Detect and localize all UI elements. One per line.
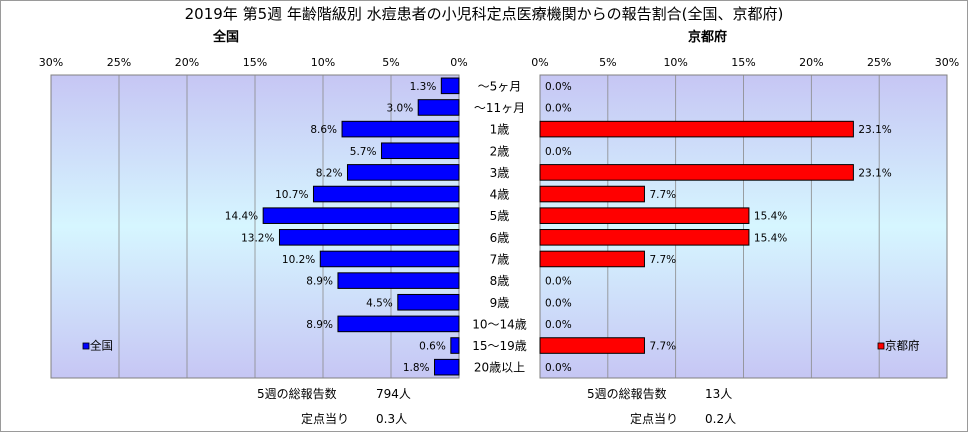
national-bar xyxy=(337,315,460,333)
national-total-value: 794人 xyxy=(376,387,411,401)
age-category-label: 5歳 xyxy=(490,209,510,223)
national-bar xyxy=(262,207,460,224)
national-value-label: 8.9% xyxy=(306,319,333,331)
national-tick-label: 5% xyxy=(382,56,399,69)
kyoto-value-label: 7.7% xyxy=(649,189,676,201)
national-legend-label: 全国 xyxy=(90,339,113,353)
kyoto-legend-swatch xyxy=(877,342,885,350)
national-value-label: 14.4% xyxy=(225,211,258,223)
kyoto-bar xyxy=(539,207,750,224)
national-legend-swatch xyxy=(82,342,90,350)
age-category-label: 15～19歳 xyxy=(472,339,527,353)
age-category-label: 8歳 xyxy=(490,274,510,288)
kyoto-tick-label: 25% xyxy=(867,56,891,69)
national-per-label: 定点当り xyxy=(301,412,350,426)
kyoto-value-label: 23.1% xyxy=(858,124,891,136)
kyoto-total-label: 5週の総報告数 xyxy=(587,387,667,401)
national-value-label: 4.5% xyxy=(366,297,393,309)
national-bar xyxy=(337,272,460,289)
national-bar xyxy=(440,77,460,95)
chart-title: 2019年 第5週 年齢階級別 水痘患者の小児科定点医療機関からの報告割合(全国… xyxy=(184,5,784,23)
kyoto-bar xyxy=(539,229,750,246)
national-tick-label: 10% xyxy=(311,56,335,69)
age-category-label: 6歳 xyxy=(490,231,510,245)
national-bar xyxy=(346,164,460,181)
kyoto-value-label: 0.0% xyxy=(545,276,572,288)
national-bar xyxy=(417,99,460,116)
national-value-label: 10.7% xyxy=(275,189,308,201)
national-bar xyxy=(380,142,460,160)
national-value-label: 1.8% xyxy=(403,362,430,374)
national-subtitle: 全国 xyxy=(213,30,240,45)
kyoto-value-label: 0.0% xyxy=(545,146,572,158)
kyoto-bar xyxy=(539,164,854,181)
kyoto-value-label: 7.7% xyxy=(649,341,676,353)
age-category-label: 9歳 xyxy=(490,296,510,310)
kyoto-tick-label: 10% xyxy=(663,56,687,69)
kyoto-tick-label: 20% xyxy=(799,56,823,69)
age-category-label: ～11ヶ月 xyxy=(474,101,525,115)
age-category-label: 20歳以上 xyxy=(474,361,525,375)
national-tick-label: 15% xyxy=(243,56,267,69)
national-total-label: 5週の総報告数 xyxy=(257,387,337,401)
kyoto-value-label: 0.0% xyxy=(545,102,572,114)
kyoto-value-label: 7.7% xyxy=(649,254,676,266)
kyoto-bar xyxy=(539,337,645,354)
age-category-label: 7歳 xyxy=(490,252,510,266)
kyoto-value-label: 0.0% xyxy=(545,81,572,93)
age-category-label: ～5ヶ月 xyxy=(478,79,522,93)
national-value-label: 0.6% xyxy=(419,341,446,353)
national-bar xyxy=(312,185,460,203)
kyoto-bar xyxy=(539,250,645,268)
kyoto-bar xyxy=(539,120,854,138)
national-tick-label: 25% xyxy=(107,56,131,69)
national-value-label: 8.6% xyxy=(310,124,337,136)
kyoto-tick-label: 30% xyxy=(935,56,959,69)
kyoto-value-label: 15.4% xyxy=(754,211,787,223)
national-tick-label: 20% xyxy=(175,56,199,69)
national-bar xyxy=(319,250,460,268)
kyoto-subtitle: 京都府 xyxy=(688,30,728,45)
age-category-label: 3歳 xyxy=(490,166,510,180)
age-category-label: 2歳 xyxy=(490,144,510,158)
age-category-label: 4歳 xyxy=(490,188,510,202)
national-bar xyxy=(450,337,460,354)
national-value-label: 5.7% xyxy=(350,146,377,158)
national-bar xyxy=(397,293,460,311)
kyoto-tick-label: 0% xyxy=(531,56,548,69)
kyoto-total-value: 13人 xyxy=(705,387,733,401)
national-value-label: 3.0% xyxy=(387,102,414,114)
national-bar xyxy=(341,120,460,138)
kyoto-value-label: 15.4% xyxy=(754,232,787,244)
kyoto-tick-label: 15% xyxy=(731,56,755,69)
national-value-label: 13.2% xyxy=(241,232,274,244)
kyoto-value-label: 0.0% xyxy=(545,362,572,374)
national-bar xyxy=(278,229,460,246)
kyoto-bar xyxy=(539,185,645,203)
kyoto-tick-label: 5% xyxy=(599,56,616,69)
national-bar xyxy=(434,358,460,376)
kyoto-legend-label: 京都府 xyxy=(885,339,920,353)
national-per-value: 0.3人 xyxy=(376,412,408,426)
kyoto-per-label: 定点当り xyxy=(630,412,679,426)
kyoto-value-label: 0.0% xyxy=(545,319,572,331)
national-tick-label: 30% xyxy=(39,56,63,69)
national-value-label: 1.3% xyxy=(410,81,437,93)
age-category-label: 1歳 xyxy=(490,123,510,137)
kyoto-value-label: 0.0% xyxy=(545,297,572,309)
national-value-label: 8.9% xyxy=(306,276,333,288)
kyoto-value-label: 23.1% xyxy=(858,167,891,179)
national-value-label: 10.2% xyxy=(282,254,315,266)
age-category-label: 10～14歳 xyxy=(472,317,527,331)
national-value-label: 8.2% xyxy=(316,167,343,179)
kyoto-per-value: 0.2人 xyxy=(705,412,737,426)
national-tick-label: 0% xyxy=(450,56,467,69)
